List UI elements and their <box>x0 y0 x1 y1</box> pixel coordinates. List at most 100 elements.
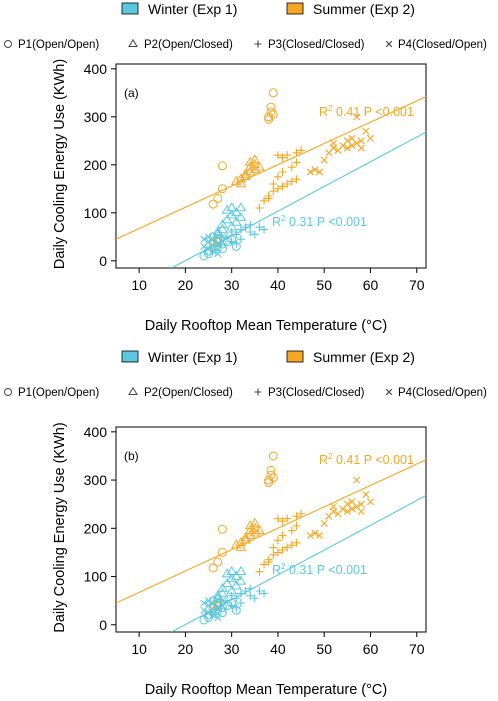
data-point-summer-triangle <box>240 532 251 542</box>
data-point-summer-cross <box>362 490 370 499</box>
data-point-summer-plus <box>287 541 296 550</box>
x-tick-label: 70 <box>409 641 425 657</box>
data-point-summer-plus <box>283 514 292 523</box>
data-point-winter-triangle <box>230 580 242 590</box>
data-point-winter-triangle <box>235 565 247 576</box>
data-point-summer-cross <box>348 498 356 506</box>
legend-swatch-winter <box>121 2 139 15</box>
data-point-summer-cross <box>348 134 356 142</box>
legend-marker-plus <box>254 40 262 48</box>
data-point-winter-triangle <box>226 565 238 576</box>
data-point-summer-plus <box>292 512 301 521</box>
data-point-winter-triangle <box>217 219 228 229</box>
y-axis-label: Daily Cooling Energy Use (KWh) <box>52 59 68 269</box>
data-point-winter-circle <box>204 613 214 623</box>
data-point-winter-triangle <box>212 590 224 600</box>
data-point-summer-triangle <box>244 524 256 535</box>
data-point-summer-cross <box>306 531 314 540</box>
data-point-winter-cross <box>204 597 213 605</box>
y-tick-label: 400 <box>84 61 108 77</box>
data-point-summer-cross <box>311 529 319 537</box>
data-point-winter-plus <box>241 223 250 232</box>
data-point-winter-circle <box>204 249 214 259</box>
data-point-winter-plus <box>260 589 269 598</box>
data-point-summer-plus <box>255 204 264 212</box>
data-point-summer-triangle <box>240 168 251 178</box>
y-tick-label: 0 <box>99 253 107 269</box>
data-point-summer-triangle <box>249 154 261 164</box>
data-point-summer-triangle <box>235 178 247 188</box>
data-point-winter-triangle <box>212 228 224 238</box>
data-point-summer-triangle <box>249 163 261 173</box>
data-point-winter-cross <box>209 611 217 619</box>
x-tick-label: 30 <box>224 641 240 657</box>
data-point-summer-cross <box>353 113 361 121</box>
legend-marker-label: P4(Closed/Open) <box>398 39 487 51</box>
data-point-winter-plus <box>223 232 232 241</box>
data-point-winter-plus <box>250 594 259 603</box>
data-point-summer-cross <box>315 531 324 540</box>
data-point-summer-plus <box>273 536 282 545</box>
data-point-summer-triangle <box>249 159 261 169</box>
data-point-summer-circle <box>217 161 227 171</box>
data-point-summer-circle <box>264 112 274 122</box>
data-point-winter-triangle <box>235 211 247 221</box>
legend-marker-circle <box>4 40 12 48</box>
data-point-summer-cross <box>366 134 375 142</box>
data-point-summer-cross <box>362 127 370 135</box>
data-point-winter-circle <box>199 615 209 625</box>
data-point-summer-plus <box>287 177 296 186</box>
x-tick-label: 60 <box>363 277 379 293</box>
data-point-summer-plus <box>260 196 269 205</box>
data-point-summer-plus <box>287 526 296 535</box>
data-point-winter-circle <box>217 244 227 254</box>
data-point-winter-triangle <box>230 570 242 580</box>
data-point-summer-triangle <box>244 161 256 171</box>
data-point-summer-circle <box>264 475 274 485</box>
data-point-winter-circle <box>217 608 227 618</box>
legend-label-winter: Winter (Exp 1) <box>148 349 237 365</box>
data-point-summer-triangle <box>240 534 251 544</box>
regression-annotation-summer: R2 0.41 P <0.001 <box>319 104 414 119</box>
data-point-summer-triangle <box>235 173 247 183</box>
data-point-winter-cross <box>200 599 208 607</box>
data-point-summer-triangle <box>235 541 247 551</box>
data-point-winter-cross <box>214 240 222 248</box>
data-point-summer-cross <box>357 500 365 508</box>
data-point-summer-plus <box>255 567 264 576</box>
data-point-winter-triangle <box>217 582 228 592</box>
data-point-winter-triangle <box>226 202 238 212</box>
x-tick-label: 10 <box>131 277 147 293</box>
data-point-winter-triangle <box>226 573 238 583</box>
data-point-summer-cross <box>357 137 365 145</box>
data-point-winter-cross <box>209 247 217 255</box>
data-point-winter-plus <box>232 230 241 239</box>
y-tick-label: 300 <box>84 472 108 488</box>
legend-marker-label: P1(Open/Open) <box>18 387 99 399</box>
data-point-winter-plus <box>255 223 264 232</box>
legend-swatch-summer <box>286 2 304 15</box>
data-point-summer-cross <box>315 168 324 176</box>
data-point-winter-triangle <box>235 575 247 585</box>
x-tick-label: 40 <box>270 641 286 657</box>
legend-label-winter: Winter (Exp 1) <box>148 1 237 17</box>
data-point-winter-cross <box>214 604 222 612</box>
data-point-summer-plus <box>292 175 301 184</box>
data-point-summer-cross <box>343 144 351 152</box>
data-point-winter-triangle <box>217 223 228 233</box>
x-tick-label: 40 <box>270 277 286 293</box>
data-point-winter-plus <box>232 240 241 248</box>
data-point-winter-triangle <box>212 226 224 236</box>
data-point-summer-plus <box>292 158 301 167</box>
x-tick-label: 20 <box>178 641 194 657</box>
x-axis-label: Daily Rooftop Mean Temperature (°C) <box>145 682 387 698</box>
data-point-winter-plus <box>227 237 236 246</box>
regression-annotation-winter: R2 0.31 P <0.001 <box>272 562 367 577</box>
data-point-summer-triangle <box>254 524 265 535</box>
x-tick-label: 30 <box>224 277 240 293</box>
y-tick-label: 400 <box>84 424 108 440</box>
data-point-summer-triangle <box>249 527 261 537</box>
data-point-summer-triangle <box>235 536 247 547</box>
regression-annotation-summer: R2 0.41 P <0.001 <box>319 452 414 467</box>
data-point-summer-cross <box>329 139 338 147</box>
